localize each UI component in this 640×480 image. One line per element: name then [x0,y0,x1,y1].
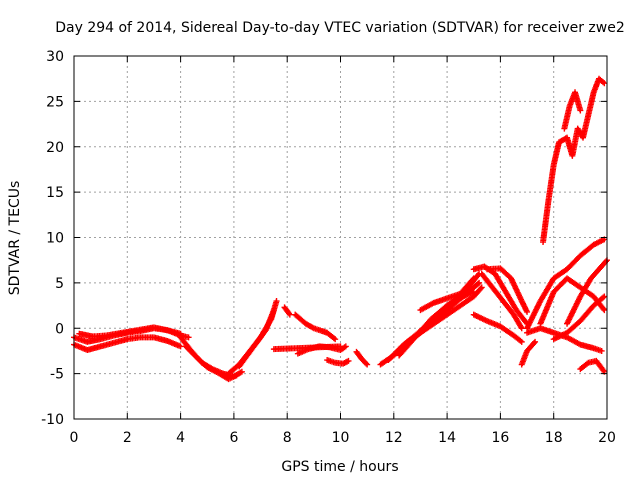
y-tick-label: 15 [46,185,64,201]
data-point-marker [598,347,605,354]
x-tick-labels: 0 2 4 6 8 10 12 14 16 18 20 [70,430,616,446]
data-point-marker [532,338,539,345]
data-point-marker [470,288,477,295]
y-tick-label: 25 [46,94,64,110]
y-tick-label: 30 [46,49,64,65]
y-axis-title: SDTVAR / TECUs [7,181,23,296]
data-point-marker [531,339,538,346]
series-track-k [353,348,371,368]
data-point-marker [577,107,584,114]
data-point-marker [518,338,525,345]
x-tick-label: 20 [598,430,616,446]
series-track-x [550,293,608,343]
series-track-w [537,275,608,327]
data-point-marker [601,293,608,300]
data-point-marker [270,307,277,314]
data-point-marker [332,336,339,343]
data-point-marker [364,361,371,368]
data-point-marker [177,343,184,350]
data-point-marker [470,275,477,282]
data-point-marker [286,311,293,318]
x-tick-label: 4 [176,430,185,446]
x-tick-label: 14 [438,430,456,446]
x-tick-label: 6 [229,430,238,446]
data-point-marker [469,276,476,283]
y-tick-label: 20 [46,140,64,156]
y-tick-label: -5 [50,367,64,383]
x-tick-label: 10 [332,430,350,446]
series-track-h [292,311,339,343]
series-track-u [524,325,605,354]
data-point-marker [238,368,245,375]
series-track-c [76,324,184,340]
data-point-marker [601,307,608,314]
series-track-g [236,307,277,370]
data-point-marker [476,279,483,286]
data-point-marker [600,294,607,301]
data-point-marker [477,285,484,292]
series-track-j [324,357,352,367]
data-point-marker [524,308,531,315]
series-track-ee [270,343,344,353]
x-tick-label: 0 [70,430,79,446]
x-tick-label: 2 [123,430,132,446]
series-track-r [478,270,525,332]
series-track-b [71,334,184,354]
grid [74,56,607,419]
series-track-dd [281,304,293,318]
x-tick-label: 16 [491,430,509,446]
data-point-marker [363,360,370,367]
data-point-marker [233,372,240,379]
series-track-p [417,275,477,314]
chart-title: Day 294 of 2014, Sidereal Day-to-day VTE… [55,20,625,36]
data-point-marker [342,343,349,350]
series-track-e [182,343,240,383]
series-track-bb [540,75,608,246]
axis-ticks [73,55,608,420]
data-point-marker [273,298,280,305]
series-track-t [470,311,525,345]
data-point-marker [603,258,610,265]
data-point-marker [600,305,607,312]
data-point-marker [601,80,608,87]
plot-marks [71,75,610,383]
x-axis-title: GPS time / hours [281,459,398,475]
data-point-marker [345,357,352,364]
x-tick-label: 8 [283,430,292,446]
data-point-marker [478,284,485,291]
data-point-marker [185,334,192,341]
series-track-cc [561,89,584,132]
series-track-aa [577,357,608,375]
y-tick-label: 5 [55,276,64,292]
series-track-s [484,265,531,315]
y-tick-labels: -10 -5 0 5 10 15 20 25 30 [41,49,64,428]
data-point-marker [285,310,292,317]
y-tick-label: 10 [46,231,64,247]
y-tick-label: -10 [41,412,64,428]
x-tick-label: 12 [385,430,403,446]
series-track-z [518,338,539,368]
x-tick-label: 18 [545,430,563,446]
data-point-marker [518,325,525,332]
data-point-marker [337,343,344,350]
y-tick-label: 0 [55,321,64,337]
data-point-marker [474,280,481,287]
series-track-v [524,236,608,332]
